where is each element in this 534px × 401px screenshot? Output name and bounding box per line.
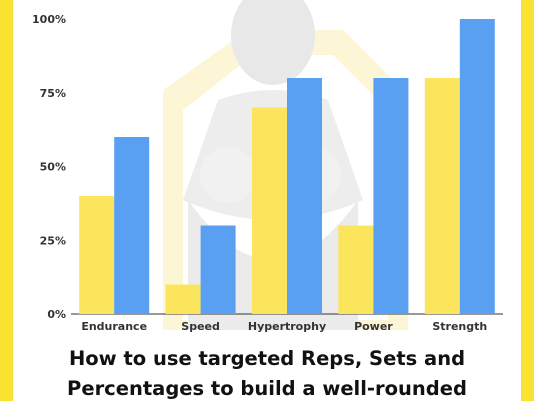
bar-hypertrophy-blue [287, 78, 322, 314]
bars [79, 19, 495, 314]
y-tick-label: 25% [40, 234, 66, 247]
x-label-speed: Speed [181, 320, 220, 333]
y-tick-label: 0% [47, 308, 66, 321]
caption-line-1: How to use targeted Reps, Sets and [68, 347, 466, 370]
y-tick-label: 75% [40, 87, 66, 100]
x-label-strength: Strength [432, 320, 487, 333]
y-axis-ticks: 0% 25% 50% 75% 100% [32, 13, 66, 321]
bar-chart: 0% 25% 50% 75% 100% Endurance Speed Hypertroph… [32, 0, 503, 333]
bar-power-yellow [338, 225, 374, 314]
bar-speed-yellow [165, 284, 201, 314]
y-tick-label: 100% [32, 13, 66, 26]
caption-line-2: Percentages to build a well-rounded [67, 377, 467, 400]
bar-endurance-blue [114, 137, 150, 314]
bar-power-blue [373, 78, 409, 314]
bar-hypertrophy-yellow [252, 107, 287, 314]
bar-strength-blue [459, 19, 495, 314]
x-label-endurance: Endurance [81, 320, 147, 333]
bar-endurance-yellow [79, 196, 115, 314]
y-tick-label: 50% [40, 161, 66, 174]
x-axis-labels: Endurance Speed Hypertrophy Power Strength [81, 320, 487, 333]
bar-strength-yellow [424, 78, 460, 314]
infographic-card: 0% 25% 50% 75% 100% Endurance Speed Hypertroph… [13, 0, 521, 401]
x-label-power: Power [354, 320, 393, 333]
x-label-hypertrophy: Hypertrophy [248, 320, 326, 333]
bar-speed-blue [200, 225, 236, 314]
